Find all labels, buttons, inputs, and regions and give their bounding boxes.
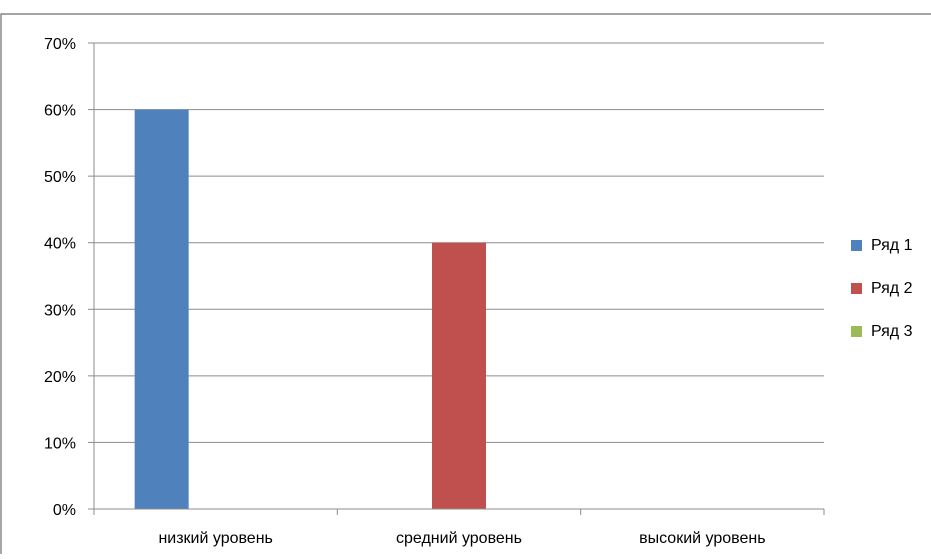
y-tick-label: 30% [44,302,76,319]
legend-swatch-3 [851,326,862,337]
y-tick-label: 10% [44,435,76,452]
legend-swatch-1 [851,240,862,251]
y-axis-ticks: 0% 10% 20% 30% 40% 50% 60% 70% [44,36,94,519]
y-tick-label: 40% [44,236,76,253]
y-tick-label: 20% [44,369,76,386]
x-tick-label: средний уровень [396,530,522,547]
x-tick-label: высокий уровень [639,530,765,547]
x-tick-label: низкий уровень [158,530,272,547]
legend-label-2: Ряд 2 [871,280,913,297]
legend: Ряд 1 Ряд 2 Ряд 3 [851,237,913,340]
y-tick-label: 0% [53,502,76,519]
x-axis-ticks: низкий уровень средний уровень высокий уро… [93,509,825,547]
y-tick-label: 60% [44,103,76,120]
y-tick-label: 50% [44,169,76,186]
legend-label-1: Ряд 1 [871,237,913,254]
y-tick-label: 70% [44,36,76,53]
bar-1-1 [134,109,189,510]
bar-2-2 [432,242,486,509]
legend-swatch-2 [851,283,862,294]
legend-label-3: Ряд 3 [871,323,913,340]
